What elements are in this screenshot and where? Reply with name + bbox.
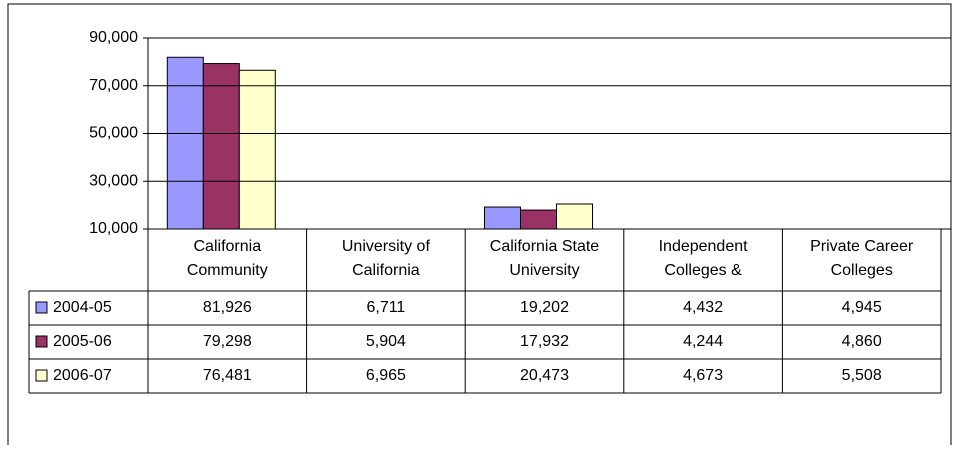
bar [484,206,521,229]
bar [520,209,557,229]
y-tick-label: 90,000 [89,29,138,46]
data-label: 19,202 [520,299,569,316]
x-tick-label: Colleges & [664,262,742,279]
bar [325,228,363,229]
bar [556,203,593,229]
x-tick-label: Private Career [810,238,914,255]
y-tick-label: 10,000 [89,220,138,237]
x-tick-label: Community [187,262,268,279]
data-label: 5,904 [366,333,406,350]
x-tick-label: California [352,262,420,279]
bar [397,228,435,229]
data-label: 79,298 [203,333,252,350]
y-tick-label: 70,000 [89,77,138,94]
bars [166,56,911,229]
data-label: 4,860 [842,333,882,350]
data-label: 17,932 [520,333,569,350]
legend-swatch [35,301,48,314]
data-label: 4,673 [683,367,723,384]
x-tick-label: Independent [659,238,749,255]
legend-label: 2006-07 [53,367,112,384]
x-tick-label: University of [342,238,431,255]
data-label: 20,473 [520,367,569,384]
x-tick-label: University [509,262,579,279]
data-label: 81,926 [203,299,252,316]
legend-label: 2004-05 [53,299,112,316]
data-label: 76,481 [203,367,252,384]
legend-swatch [35,369,48,382]
bar [166,56,204,229]
data-label: 6,711 [366,299,405,316]
y-tick-label: 30,000 [89,172,138,189]
data-label: 6,965 [366,367,406,384]
y-tick-label: 50,000 [89,125,138,142]
data-label: 4,945 [842,299,882,316]
data-label: 4,244 [683,333,723,350]
legend-label: 2005-06 [53,333,112,350]
chart-frame [7,3,952,445]
x-tick-label: California State [490,238,599,255]
data-label: 5,508 [842,367,882,384]
data-label: 4,432 [683,299,723,316]
bar [238,69,276,229]
legend-swatch [35,335,48,348]
x-tick-label: Colleges [831,262,893,279]
x-tick-label: California [194,238,262,255]
bar [202,63,240,229]
